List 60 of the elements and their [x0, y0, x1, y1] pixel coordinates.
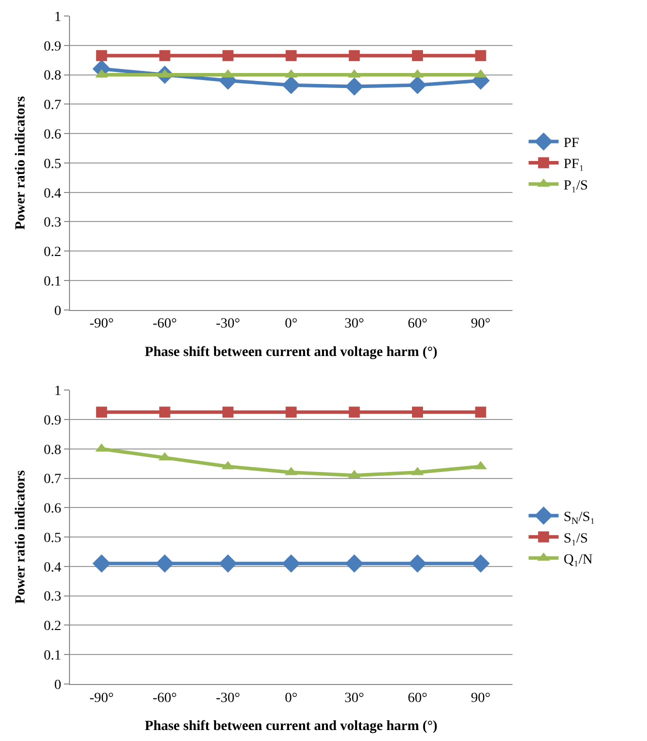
y-tick-label: 0.3 — [44, 590, 62, 605]
point — [286, 406, 297, 418]
y-tick-label: 0.4 — [44, 186, 62, 202]
y-tick-label: 1 — [54, 384, 62, 399]
y-tick-label: 0.8 — [44, 68, 62, 84]
x-tick-label: 90° — [470, 690, 490, 706]
x-tick-label: -30° — [216, 316, 240, 332]
y-tick-label: 0.1 — [44, 274, 62, 290]
x-tick-label: -90° — [89, 690, 114, 706]
x-axis-title: Phase shift between current and voltage harm (°) — [144, 345, 438, 360]
x-axis-title: Phase shift between current and voltage harm (°) — [144, 719, 438, 734]
legend-label: S$_{N}$/S₁ — [564, 510, 596, 528]
y-tick-label: 0.5 — [44, 530, 62, 546]
legend-label: S₁/S — [564, 531, 588, 546]
x-tick-label: -30° — [216, 690, 240, 706]
legend-label: P₁/S — [564, 178, 588, 194]
y-tick-label: 0.4 — [44, 560, 62, 576]
legend-label: PF — [564, 136, 580, 152]
y-tick-label: 0.2 — [44, 245, 62, 260]
point — [96, 406, 108, 418]
x-tick-label: 30° — [344, 316, 364, 332]
x-tick-label: 60° — [408, 690, 428, 706]
x-tick-label: -60° — [152, 316, 177, 332]
point — [475, 406, 486, 418]
y-tick-label: 0.6 — [44, 502, 62, 517]
legend-label: Q₁/N — [564, 552, 593, 568]
legend-label: PF₁ — [564, 157, 584, 172]
x-tick-label: 90° — [470, 316, 490, 332]
x-tick-label: 30° — [344, 690, 364, 706]
y-tick-label: 0 — [54, 304, 62, 319]
x-tick-label: -90° — [89, 316, 114, 332]
x-tick-label: -60° — [152, 690, 177, 706]
point — [408, 554, 427, 573]
point — [222, 406, 234, 418]
y-tick-label: 0.7 — [44, 472, 62, 488]
x-tick-label: 60° — [408, 316, 428, 332]
x-tick-label: 0° — [284, 316, 298, 332]
y-tick-label: 0.3 — [44, 216, 62, 231]
point — [159, 406, 170, 418]
point — [92, 554, 111, 573]
point — [218, 554, 238, 573]
point — [348, 406, 360, 418]
point — [282, 554, 300, 573]
y-tick-label: 0.7 — [44, 98, 62, 114]
y-tick-label: 0 — [54, 678, 62, 693]
y-tick-label: 0.5 — [44, 156, 62, 172]
y-axis-title: Power ratio indicators — [13, 96, 28, 230]
y-tick-label: 0.6 — [44, 127, 62, 142]
y-tick-label: 0.8 — [44, 442, 62, 458]
y-tick-label: 0.1 — [44, 648, 62, 664]
y-tick-label: 0.2 — [44, 619, 62, 634]
y-tick-label: 1 — [54, 10, 62, 25]
x-tick-label: 0° — [284, 690, 298, 706]
point — [345, 554, 364, 573]
y-tick-label: 0.9 — [44, 413, 62, 428]
point — [472, 554, 490, 573]
y-axis-title: Power ratio indicators — [13, 470, 28, 604]
point — [156, 554, 174, 573]
y-tick-label: 0.9 — [44, 39, 62, 54]
point — [412, 406, 423, 418]
